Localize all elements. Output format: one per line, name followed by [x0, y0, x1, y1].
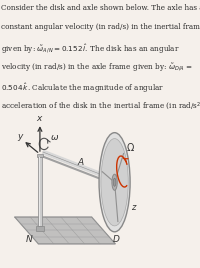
Ellipse shape: [113, 178, 116, 186]
Text: z: z: [131, 203, 136, 212]
Text: constant angular velocity (in rad/s) in the inertial frame: constant angular velocity (in rad/s) in …: [1, 23, 200, 31]
Text: velocity (in rad/s) in the axle frame given by: $\tilde{\omega}_{D/A} =$: velocity (in rad/s) in the axle frame gi…: [1, 62, 193, 74]
Text: A: A: [78, 158, 84, 167]
Bar: [39, 157, 40, 226]
Text: $0.504\,\hat{k}$. Calculate the magnitude of angular: $0.504\,\hat{k}$. Calculate the magnitud…: [1, 81, 165, 95]
Ellipse shape: [101, 139, 128, 226]
Text: $\omega$: $\omega$: [50, 133, 59, 142]
Text: acceleration of the disk in the inertial frame (in rad/s$^2$).: acceleration of the disk in the inertial…: [1, 100, 200, 112]
Text: $\Omega$: $\Omega$: [126, 142, 135, 153]
Bar: [38, 157, 42, 226]
Bar: [37, 154, 43, 157]
Bar: [36, 226, 44, 231]
Ellipse shape: [112, 174, 117, 190]
Text: D: D: [112, 235, 119, 244]
Text: y: y: [17, 132, 23, 141]
Text: Consider the disk and axle shown below. The axle has a: Consider the disk and axle shown below. …: [1, 4, 200, 12]
Text: given by: $\tilde{\omega}_{A/N} = 0.152\,\hat{i}$. The disk has an angular: given by: $\tilde{\omega}_{A/N} = 0.152\…: [1, 43, 180, 56]
Text: x: x: [36, 114, 42, 123]
Polygon shape: [15, 217, 115, 244]
Ellipse shape: [99, 133, 130, 232]
Text: N: N: [26, 235, 33, 244]
